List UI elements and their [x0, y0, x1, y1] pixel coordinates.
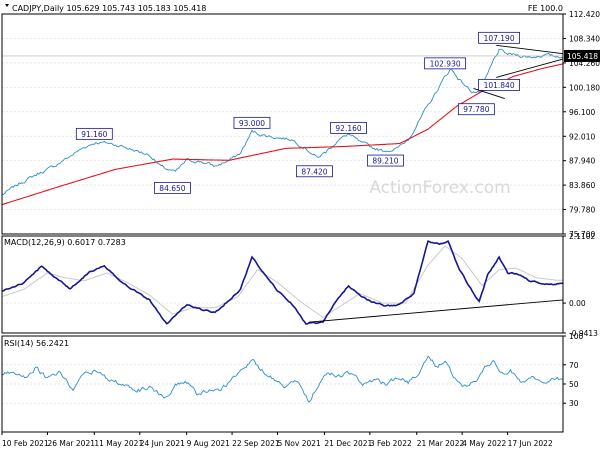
- macd-trendline: [308, 299, 564, 323]
- xtick-label: 21 Mar 2022: [417, 439, 465, 448]
- xtick-label: 9 Aug 2021: [187, 439, 230, 448]
- xtick-label: 26 Mar 2021: [47, 439, 95, 448]
- price-annotation-box: [233, 116, 271, 129]
- price-annotation-box: [367, 154, 404, 167]
- xtick-label: 11 May 2021: [94, 439, 143, 448]
- price-annotation-label: 101.840: [484, 81, 515, 90]
- rsi-line: [1, 355, 564, 403]
- rsi-ytick-label: 100: [569, 332, 584, 341]
- price-annotation-label: 102.930: [430, 59, 461, 68]
- price-ytick-label: 83.860: [569, 181, 595, 190]
- price-annotation-label: 92.160: [335, 124, 361, 133]
- xtick-label: 17 Jun 2022: [508, 439, 553, 448]
- grid-lines: [2, 38, 563, 404]
- price-annotation-box: [75, 127, 113, 140]
- price-annotations: 91.160 84.650 93.000 87.420 92.160 89.210 102.…: [75, 31, 520, 194]
- price-trendline: [496, 44, 564, 55]
- price-annotation-label: 87.420: [301, 167, 327, 176]
- macd-line: [1, 239, 564, 325]
- series-lines: [1, 48, 564, 403]
- watermark-layer: ActionForex.com: [369, 178, 510, 198]
- rsi-panel-header: RSI(14) 56.2421: [4, 339, 69, 348]
- rsi-ytick-label: 70: [569, 361, 579, 370]
- panel-headers: CADJPY,Daily 105.629 105.743 105.183 105…: [4, 4, 563, 348]
- macd-panel-frame: [1, 235, 564, 334]
- price-ytick-label: 79.780: [569, 206, 595, 215]
- watermark: ActionForex.com: [369, 178, 510, 198]
- price-annotation-box: [154, 181, 191, 194]
- price-annotation-label: 93.000: [239, 119, 265, 128]
- moving-average-line: [1, 63, 564, 206]
- price-trendline: [496, 58, 564, 78]
- price-ytick-label: 87.940: [569, 157, 595, 166]
- price-annotation-label: 107.190: [484, 34, 515, 43]
- price-annotation-label: 84.650: [159, 184, 185, 193]
- axis-labels: 112.420 108.340 104.260 100.180 96.100 92.010…: [1, 10, 600, 448]
- xtick-label: 3 Feb 2022: [370, 439, 412, 448]
- price-ytick-label: 92.010: [569, 132, 595, 141]
- price-ytick-label: 112.420: [569, 10, 600, 19]
- trendlines: [308, 44, 564, 323]
- price-ytick-label: 108.340: [569, 34, 600, 43]
- price-ytick-label: 104.260: [569, 59, 600, 68]
- price-annotation-box: [478, 78, 520, 91]
- price-panel-right-header: FE 100.0: [528, 4, 563, 13]
- xtick-label: 4 May 2022: [462, 439, 506, 448]
- current-price-tag: [564, 49, 600, 62]
- price-series-line: [1, 48, 564, 196]
- price-annotation-label: 97.780: [463, 105, 489, 114]
- macd-panel-header: MACD(12,26,9) 0.6017 0.7283: [4, 238, 126, 247]
- price-annotation-label: 91.160: [81, 130, 107, 139]
- xtick-label: 21 Dec 2021: [324, 439, 372, 448]
- price-ytick-label: 100.180: [569, 83, 600, 92]
- price-panel-frame: [1, 13, 564, 235]
- price-annotation-box: [296, 165, 333, 178]
- panel-frames: [1, 13, 564, 433]
- price-ytick-label: 75.700: [569, 230, 595, 239]
- xtick-label: 22 Sep 2021: [232, 439, 280, 448]
- current-price-label: 105.418: [567, 52, 598, 61]
- macd-ytick-label: 2.1102: [569, 232, 595, 241]
- macd-ytick-label: -0.9413: [569, 329, 598, 338]
- price-annotation-box: [424, 57, 467, 70]
- rsi-ytick-label: 30: [569, 399, 579, 408]
- macd-signal-line: [1, 245, 563, 319]
- price-annotation-label: 89.210: [372, 157, 398, 166]
- price-annotation-box: [330, 121, 367, 134]
- macd-ytick-label: 0.00: [569, 299, 586, 308]
- rsi-ytick-label: 50: [569, 380, 579, 389]
- xtick-label: 5 Nov 2021: [278, 439, 321, 448]
- price-annotation-box: [478, 31, 520, 44]
- header-dropdown-icon: [5, 4, 9, 7]
- xtick-label: 10 Feb 2021: [2, 439, 49, 448]
- xtick-label: 24 Jun 2021: [140, 439, 185, 448]
- price-ytick-label: 96.100: [569, 108, 595, 117]
- price-annotation-box: [457, 103, 495, 116]
- price-panel-header: CADJPY,Daily 105.629 105.743 105.183 105…: [12, 4, 206, 13]
